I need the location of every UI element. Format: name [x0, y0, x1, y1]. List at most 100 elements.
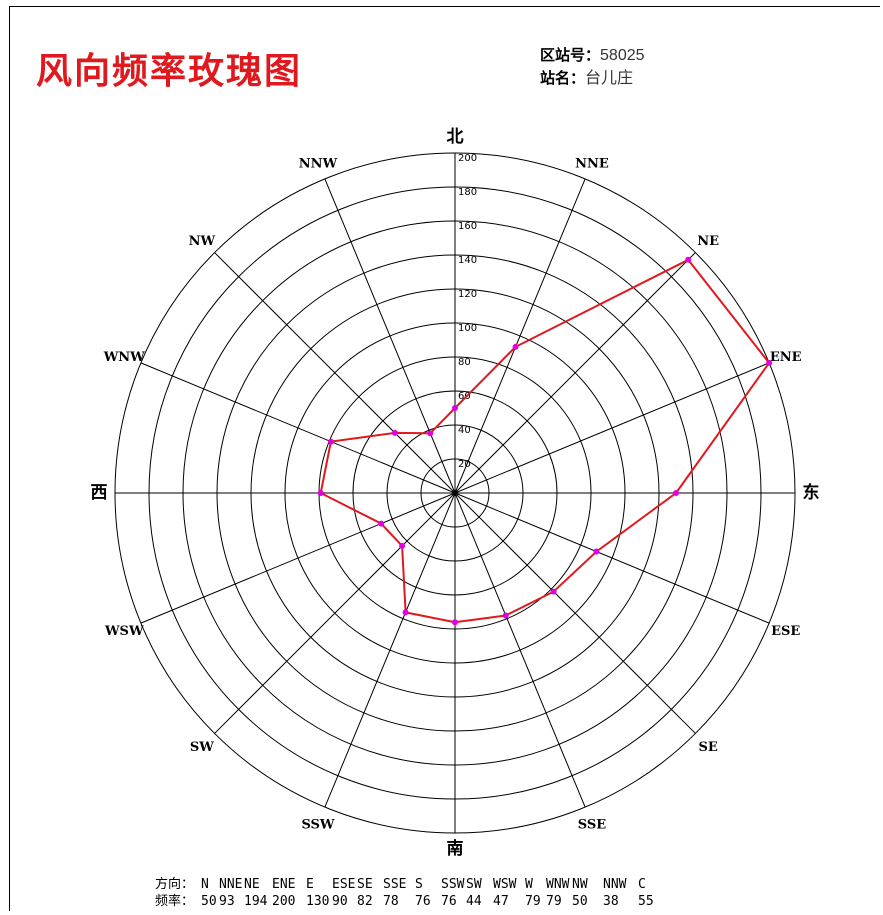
data-point-nnw [427, 430, 434, 437]
grid-spoke [324, 492, 456, 808]
direction-label-ssw: SSW [301, 818, 334, 833]
station-name-row: 站名：台儿庄 [540, 67, 645, 90]
frequency-cell: 76 [441, 894, 457, 909]
direction-label-nne: NNE [575, 156, 609, 171]
direction-row: 方向： N NNE NE ENE E ESE SE SSE S SSW SW WSW W WNW NW NNW… [155, 876, 658, 893]
frequency-cell: 93 [219, 894, 235, 909]
radial-tick-label: 40 [458, 425, 471, 436]
data-point-n [452, 405, 458, 411]
direction-cell: SSE [383, 877, 407, 892]
chart-title: 风向频率玫瑰图 [36, 50, 303, 92]
direction-cell: E [306, 877, 314, 892]
frequency-cell: 79 [525, 894, 541, 909]
direction-cell: NNE [219, 877, 243, 892]
direction-label-nw: NW [189, 234, 216, 249]
data-point-sse [502, 612, 509, 619]
data-point-ese [593, 548, 600, 555]
direction-label-n: 北 [447, 127, 464, 147]
frequency-cell: 130 [306, 894, 330, 909]
direction-label-ese: ESE [771, 624, 800, 639]
direction-label-w: 西 [91, 483, 108, 503]
grid-spoke [140, 492, 456, 624]
frequency-cell: 47 [493, 894, 509, 909]
data-point-ne [685, 256, 692, 263]
frequency-cell: 90 [332, 894, 348, 909]
direction-cell: SE [357, 877, 373, 892]
direction-label-ene: ENE [770, 350, 802, 365]
direction-cell: SSW [441, 877, 465, 892]
direction-cell: ENE [272, 877, 296, 892]
grid-spoke [454, 178, 586, 494]
data-point-wsw [378, 520, 385, 527]
chart-frame [9, 6, 880, 911]
station-info: 区站号：58025 站名：台儿庄 [540, 44, 645, 90]
data-point-ene [766, 359, 773, 366]
direction-label-wsw: WSW [104, 624, 144, 639]
station-id-label: 区站号： [540, 46, 601, 64]
grid-spoke [214, 492, 456, 734]
data-point-se [550, 588, 557, 595]
frequency-cell: 76 [415, 894, 431, 909]
direction-cell: S [415, 877, 423, 892]
direction-cell: NE [244, 877, 260, 892]
data-point-nne [512, 343, 519, 350]
frequency-cell: 200 [272, 894, 296, 909]
radial-tick-label: 200 [458, 153, 477, 164]
direction-label-se: SE [698, 740, 717, 755]
direction-cell: WSW [493, 877, 517, 892]
direction-label-sse: SSE [578, 818, 606, 833]
direction-cell: SW [466, 877, 482, 892]
frequency-cell: 50 [572, 894, 588, 909]
direction-label-s: 南 [447, 838, 464, 859]
grid-spoke [454, 362, 770, 494]
grid-spoke [454, 252, 696, 494]
grid-spoke [140, 362, 456, 494]
direction-label-ne: NE [697, 234, 719, 249]
frequency-cell: 78 [383, 894, 399, 909]
radial-tick-label: 160 [458, 221, 477, 232]
direction-cell: NW [572, 877, 588, 892]
frequency-line [319, 258, 771, 624]
direction-label-e: 东 [803, 482, 820, 503]
frequency-cell: 194 [244, 894, 268, 909]
frequency-label: 频率： [155, 894, 195, 909]
frequency-cell: 38 [603, 894, 619, 909]
frequency-cell: 55 [638, 894, 654, 909]
direction-cell: C [638, 877, 646, 892]
direction-label-sw: SW [190, 740, 214, 755]
frequency-cell: 79 [546, 894, 562, 909]
direction-label: 方向： [155, 877, 195, 892]
radial-tick-label: 80 [458, 357, 471, 368]
direction-label-nnw: NNW [299, 156, 338, 171]
radial-tick-label: 20 [458, 459, 471, 470]
direction-cell: N [201, 877, 209, 892]
station-id-value: 58025 [600, 47, 645, 64]
station-name-label: 站名： [540, 69, 586, 87]
frequency-row: 频率： 50 93 194 200 130 90 82 78 76 76 44 47 79 79 50 38 5… [155, 893, 658, 910]
frequency-table: 方向： N NNE NE ENE E ESE SE SSE S SSW SW WSW W WNW NW NNW… [155, 876, 658, 910]
radial-tick-label: 60 [458, 391, 471, 402]
center-point [452, 490, 458, 496]
direction-cell: WNW [546, 877, 570, 892]
station-id-row: 区站号：58025 [540, 44, 645, 67]
radial-tick-label: 100 [458, 323, 477, 334]
grid-spoke [454, 492, 770, 624]
radial-tick-label: 140 [458, 255, 477, 266]
data-point-w [317, 490, 324, 496]
frequency-cell: 82 [357, 894, 373, 909]
direction-cell: NNW [603, 877, 627, 892]
direction-cell: ESE [332, 877, 356, 892]
grid-spoke [324, 178, 456, 494]
data-point-ssw [402, 609, 409, 616]
data-point-wnw [327, 438, 334, 445]
data-point-e [673, 490, 679, 496]
data-point-s [452, 619, 458, 626]
grid-spoke [454, 492, 696, 734]
radial-tick-label: 120 [458, 289, 477, 300]
data-point-nw [391, 429, 398, 436]
direction-label-wnw: WNW [103, 350, 145, 365]
data-point-sw [399, 542, 406, 549]
station-name-value: 台儿庄 [585, 70, 634, 87]
frequency-cell: 44 [466, 894, 482, 909]
